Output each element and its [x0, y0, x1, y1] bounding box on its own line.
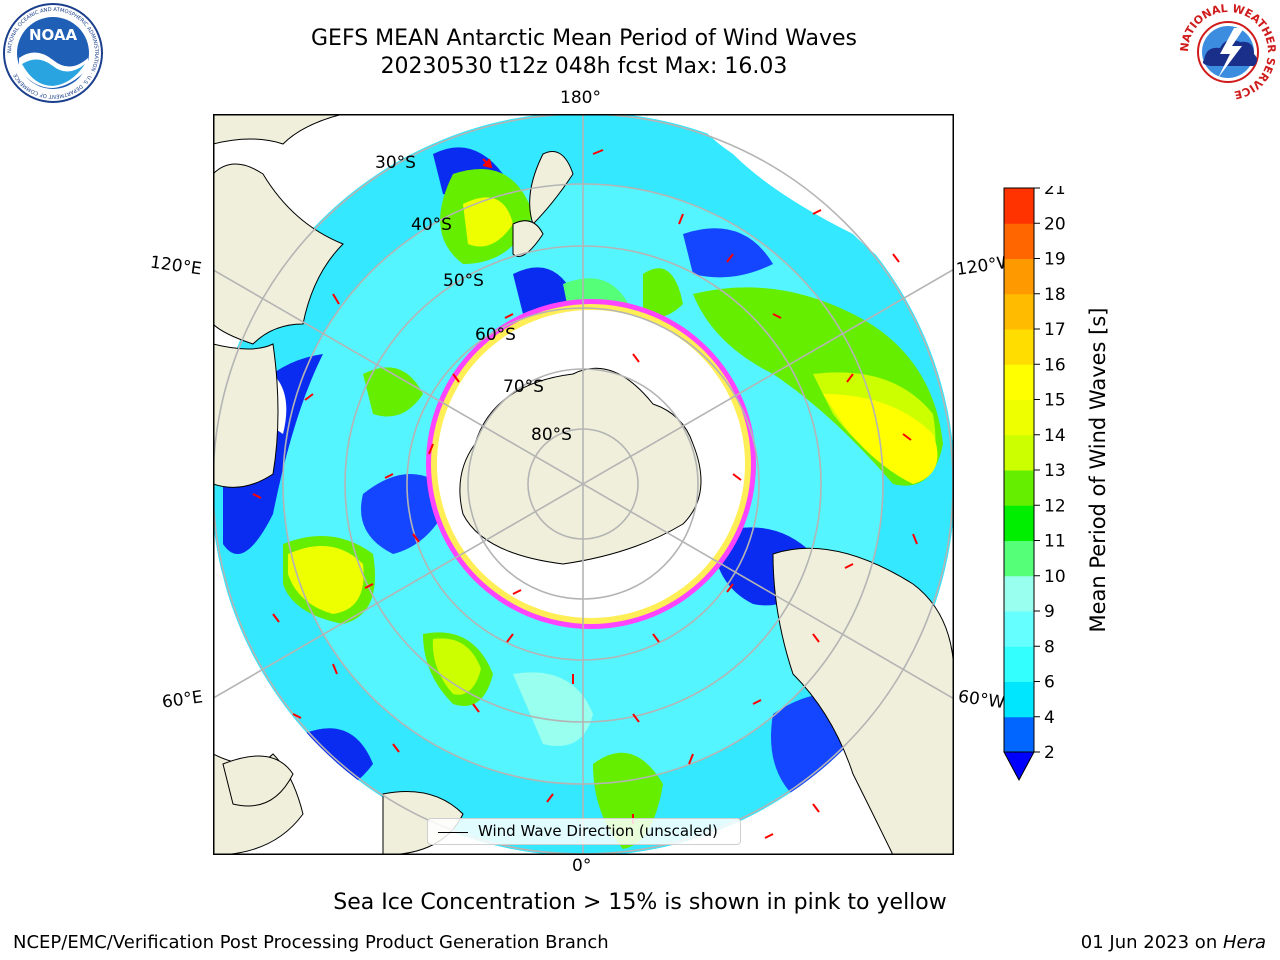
footer-credit: NCEP/EMC/Verification Post Processing Pr…	[13, 932, 609, 953]
colorbar-label: Mean Period of Wind Waves [s]	[1086, 307, 1110, 633]
colorbar-segment	[1004, 293, 1034, 330]
colorbar-tick-label: 19	[1044, 250, 1066, 270]
colorbar-segment	[1004, 575, 1034, 612]
antarctica	[426, 299, 756, 629]
colorbar-tick-label: 13	[1044, 461, 1066, 481]
legend: Wind Wave Direction (unscaled)	[427, 818, 741, 845]
legend-label: Wind Wave Direction (unscaled)	[478, 822, 718, 840]
colorbar-segment	[1004, 364, 1034, 400]
colorbar-tick-label: 18	[1044, 285, 1066, 305]
lon-label-120e: 120°E	[148, 252, 203, 280]
chart-title: GEFS MEAN Antarctic Mean Period of Wind …	[311, 26, 857, 51]
lon-label-60e: 60°E	[160, 687, 205, 713]
sea-ice-note: Sea Ice Concentration > 15% is shown in …	[333, 890, 947, 915]
nws-logo: NATIONAL WEATHER SERVICE	[1178, 2, 1278, 101]
colorbar-segment	[1004, 329, 1034, 365]
colorbar-segment	[1004, 540, 1034, 577]
colorbar-tick-label: 15	[1044, 391, 1066, 411]
colorbar-tick-label: 11	[1044, 532, 1066, 552]
colorbar-tick-label: 21	[1044, 186, 1066, 199]
colorbar-segment	[1004, 434, 1034, 471]
colorbar-segment	[1004, 646, 1034, 682]
colorbar-segment	[1004, 611, 1034, 647]
colorbar-tick-label: 20	[1044, 214, 1066, 234]
graticule	[213, 114, 954, 855]
polar-map: 30°S 40°S 50°S 60°S 70°S 80°S	[213, 114, 954, 855]
colorbar-segment	[1004, 223, 1034, 259]
noaa-logo-text: NOAA	[29, 26, 78, 44]
colorbar-tick-label: 10	[1044, 567, 1066, 587]
colorbar-tick-label: 6	[1044, 673, 1055, 693]
colorbar-segment	[1004, 399, 1034, 436]
wind-wave-arrows	[252, 149, 918, 839]
lat-label-70s: 70°S	[503, 377, 544, 397]
chart-subtitle: 20230530 t12z 048h fcst Max: 16.03	[380, 54, 788, 79]
lon-label-0: 0°	[572, 856, 592, 876]
colorbar-tick-label: 17	[1044, 320, 1066, 340]
footer-host: Hera	[1222, 932, 1266, 953]
lat-label-60s: 60°S	[475, 325, 516, 345]
land	[213, 114, 954, 855]
lat-label-80s: 80°S	[531, 425, 572, 445]
colorbar-tick-label: 14	[1044, 426, 1066, 446]
lat-label-30s: 30°S	[375, 153, 416, 173]
footer-date-text: 01 Jun 2023 on	[1080, 932, 1223, 953]
colorbar: 2 4 6 8 9 10 11 12 13 14 15 16 17 18 19 20 21	[1003, 186, 1066, 782]
colorbar-segment	[1004, 505, 1034, 541]
colorbar-extension	[1003, 751, 1035, 782]
lat-label-50s: 50°S	[443, 271, 484, 291]
colorbar-tick-label: 12	[1044, 496, 1066, 516]
lat-label-40s: 40°S	[411, 215, 452, 235]
footer-date: 01 Jun 2023 on Hera	[1081, 932, 1266, 953]
colorbar-tick-label: 2	[1044, 743, 1055, 763]
colorbar-tick-label: 4	[1044, 708, 1055, 728]
colorbar-segment	[1004, 258, 1034, 295]
colorbar-tick-label: 8	[1044, 637, 1055, 657]
colorbar-segment	[1004, 188, 1034, 224]
colorbar-segment	[1004, 470, 1034, 506]
lon-label-60w: 60°W	[956, 686, 1007, 714]
noaa-logo: NOAA NATIONAL OCEANIC AND ATMOSPHERIC AD…	[3, 3, 103, 103]
lon-label-180: 180°	[560, 88, 601, 108]
colorbar-tick-label: 9	[1044, 602, 1055, 622]
colorbar-tick-label: 16	[1044, 355, 1066, 375]
colorbar-segment	[1004, 681, 1034, 718]
legend-line	[438, 832, 468, 833]
colorbar-segment	[1004, 716, 1034, 753]
